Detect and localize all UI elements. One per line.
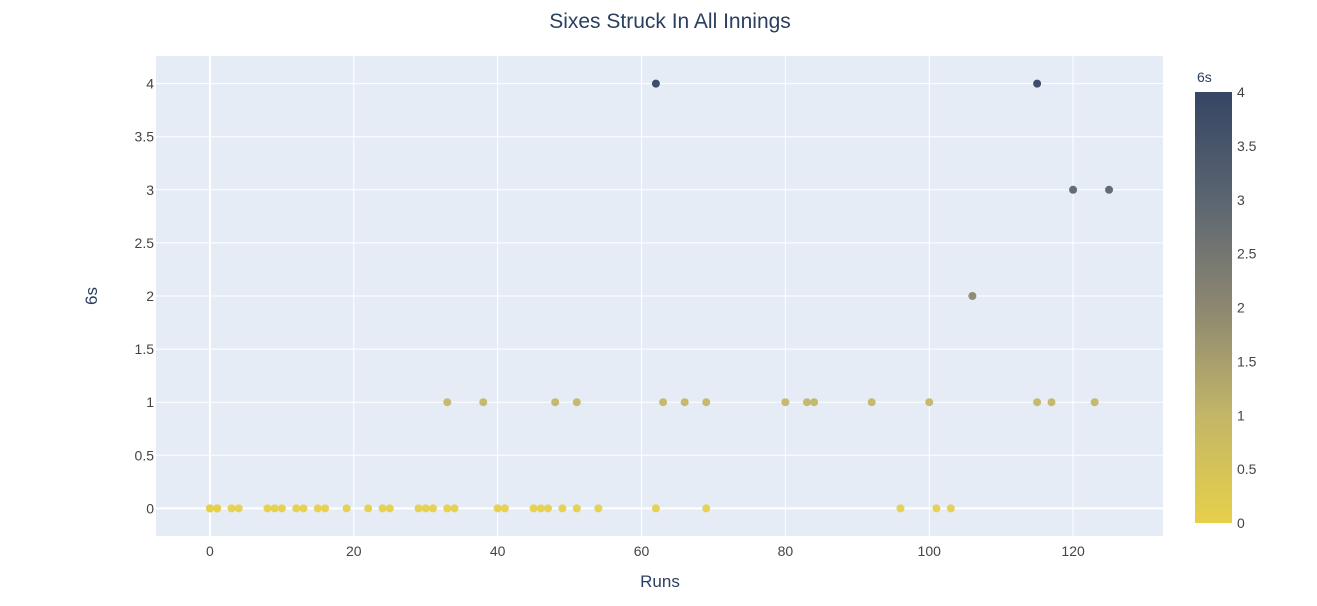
data-point [558,504,567,513]
y-tick-label: 2 [146,288,154,304]
colorbar-ticks: 0 0.5 1 1.5 2 2.5 3 3.5 4 [1237,84,1257,531]
y-tick-label: 3 [146,182,154,198]
data-point [1047,398,1056,407]
data-point [968,292,977,300]
data-point [364,504,373,513]
data-point [205,504,214,513]
data-point [321,504,330,513]
x-tick-label: 80 [778,543,794,559]
data-point [651,504,660,513]
data-point [781,398,790,407]
colorbar-tick-label: 3.5 [1237,138,1257,154]
data-point [421,504,430,513]
chart-title: Sixes Struck In All Innings [549,10,791,33]
data-point [651,79,660,88]
data-point [594,504,603,513]
data-point [263,504,272,513]
data-point [810,398,819,407]
data-point [659,398,668,407]
data-point [551,398,560,407]
x-tick-label: 120 [1061,543,1085,559]
y-tick-label: 1.5 [135,341,155,357]
colorbar-tick-label: 4 [1237,84,1245,100]
data-point [450,504,459,513]
data-point [702,504,711,513]
data-point [702,398,711,407]
data-point [500,504,509,513]
x-tick-label: 100 [918,543,942,559]
data-point [270,504,279,513]
data-point [299,504,308,513]
data-point [428,504,437,513]
y-axis-ticks: 0 0.5 1 1.5 2 2.5 3 3.5 4 [135,76,155,517]
x-tick-label: 20 [346,543,362,559]
colorbar-tick-label: 0.5 [1237,461,1257,477]
data-point [680,398,689,407]
data-point [1033,79,1042,88]
data-point [342,504,351,513]
data-point [536,504,545,513]
data-point [802,398,811,407]
y-tick-label: 2.5 [135,235,155,251]
data-point [493,504,502,513]
x-tick-label: 0 [206,543,214,559]
data-point [443,398,452,407]
colorbar-tick-label: 1 [1237,407,1245,423]
data-point [932,504,941,513]
x-axis-ticks: 0 20 40 60 80 100 120 [206,543,1085,559]
data-point [544,504,553,513]
data-point [572,504,581,513]
data-point [378,504,387,513]
x-axis-title: Runs [640,572,680,591]
colorbar-tick-label: 2.5 [1237,246,1257,262]
data-point [896,504,905,513]
data-point [213,504,222,513]
data-point [1090,398,1099,407]
x-tick-label: 40 [490,543,506,559]
colorbar-tick-label: 2 [1237,300,1245,316]
colorbar [1195,92,1232,523]
colorbar-tick-label: 1.5 [1237,353,1257,369]
colorbar-title: 6s [1197,69,1212,85]
data-point [277,504,286,513]
data-point [313,504,322,513]
y-axis-title: 6s [82,287,101,305]
data-point [443,504,452,513]
data-point [227,504,236,513]
data-point [529,504,538,513]
y-tick-label: 0.5 [135,447,155,463]
y-tick-label: 1 [146,394,154,410]
data-points [205,79,1114,513]
y-tick-label: 3.5 [135,129,155,145]
data-point [867,398,876,407]
y-tick-label: 4 [146,76,154,92]
data-point [385,504,394,513]
colorbar-tick-label: 0 [1237,515,1245,531]
data-point [1105,185,1114,194]
data-point [1033,398,1042,407]
data-point [1069,185,1078,194]
data-point [292,504,301,513]
data-point [414,504,423,513]
data-point [572,398,581,407]
data-point [234,504,243,513]
x-tick-label: 60 [634,543,650,559]
data-point [479,398,488,407]
colorbar-tick-label: 3 [1237,192,1245,208]
y-tick-label: 0 [146,500,154,516]
data-point [946,504,955,513]
data-point [925,398,934,407]
